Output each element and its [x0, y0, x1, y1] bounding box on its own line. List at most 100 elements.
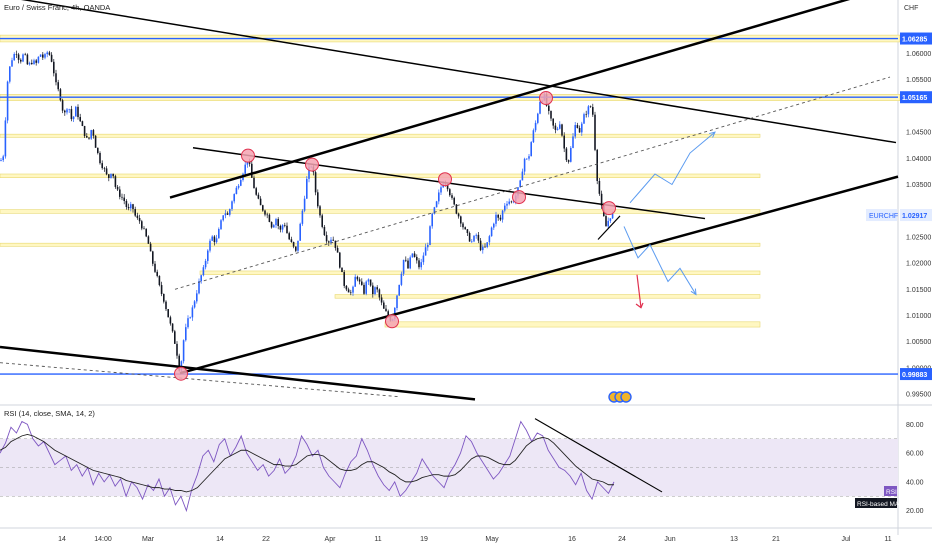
- rsi-tick-label: 60.00: [906, 451, 924, 458]
- price-tick-label: 1.04500: [906, 130, 931, 137]
- candle-body: [103, 168, 106, 169]
- candle-body: [204, 260, 207, 268]
- candle-body: [574, 125, 576, 137]
- candle-body: [449, 189, 451, 196]
- candle-body: [224, 213, 227, 216]
- candle-body: [504, 205, 506, 211]
- level-badge-low-text: 0.99883: [902, 372, 927, 379]
- candle-body: [422, 255, 425, 263]
- candle-body: [176, 343, 178, 356]
- candle-body: [537, 113, 539, 123]
- candle-body: [66, 109, 68, 113]
- candle-body: [336, 247, 339, 253]
- candle-body: [233, 194, 235, 202]
- candle-body: [61, 100, 64, 111]
- candle-body: [112, 173, 114, 177]
- candle-body: [589, 106, 592, 108]
- candle-body: [6, 81, 9, 121]
- candle-body: [92, 130, 95, 136]
- rsi-tick-label: 80.00: [906, 422, 924, 429]
- candle-body: [213, 236, 216, 243]
- candle-body: [200, 275, 202, 282]
- candle-body: [50, 54, 53, 62]
- candle-body: [466, 229, 469, 233]
- price-tick-label: 1.06000: [906, 51, 931, 58]
- time-tick-label: 21: [772, 536, 780, 543]
- candle-body: [248, 161, 251, 164]
- candle-body: [259, 198, 262, 206]
- candle-body: [26, 54, 29, 65]
- candle-body: [141, 221, 143, 229]
- candle-body: [409, 257, 411, 269]
- candle-body: [149, 243, 152, 252]
- candle-body: [563, 135, 565, 149]
- candle-body: [299, 223, 301, 241]
- supply-demand-zone: [0, 209, 761, 214]
- candle-body: [169, 317, 172, 324]
- rsi-pane: [0, 418, 898, 513]
- candle-body: [435, 201, 438, 208]
- candle-body: [270, 221, 273, 228]
- candle-body: [202, 267, 205, 276]
- candle-body: [11, 60, 13, 67]
- candle-body: [424, 247, 427, 256]
- candle-body: [380, 297, 383, 303]
- candle-body: [488, 236, 491, 243]
- rsi-tick-label: 20.00: [906, 508, 924, 515]
- candle-body: [4, 120, 7, 157]
- candle-body: [343, 272, 345, 286]
- candle-body: [460, 216, 462, 224]
- candle-body: [31, 62, 33, 65]
- candle-body: [429, 226, 431, 245]
- candle-body: [13, 54, 15, 61]
- supply-demand-zone: [199, 270, 761, 275]
- chart-title: Euro / Swiss Franc, 4h, OANDA: [4, 3, 110, 12]
- candle-body: [0, 160, 2, 161]
- red-down-arrow-head: [635, 302, 644, 309]
- candle-body: [222, 215, 224, 221]
- candle-body: [240, 180, 242, 186]
- candle-body: [306, 178, 308, 199]
- candle-body: [453, 197, 455, 205]
- candle-body: [207, 250, 209, 261]
- candle-body: [235, 187, 238, 195]
- candle-body: [273, 225, 275, 228]
- candle-body: [290, 239, 293, 242]
- candle-body: [376, 287, 378, 290]
- candle-body: [83, 125, 86, 137]
- candle-body: [440, 187, 442, 193]
- candle-body: [264, 210, 266, 215]
- candle-body: [385, 308, 387, 312]
- time-tick-label: 14: [216, 536, 224, 543]
- rsi-ma-line: [0, 433, 614, 493]
- rsi-tag-text: RSI: [886, 489, 897, 496]
- pivot-marker: [539, 91, 553, 106]
- candle-body: [433, 207, 436, 214]
- candle-body: [134, 209, 136, 216]
- candle-body: [528, 156, 530, 159]
- level-badge-high-text: 1.06285: [902, 37, 927, 44]
- price-badge-current: [900, 209, 932, 222]
- candle-body: [101, 163, 103, 169]
- candle-body: [490, 227, 493, 237]
- price-tick-label: 1.02500: [906, 234, 931, 241]
- rsi-tag: [884, 486, 897, 496]
- candle-body: [512, 201, 515, 203]
- candle-body: [160, 285, 163, 294]
- candle-body: [286, 225, 288, 234]
- symbol-tag-text: EURCHF: [869, 213, 898, 220]
- candle-body: [70, 109, 73, 120]
- candle-body: [592, 107, 594, 115]
- candle-body: [400, 273, 403, 285]
- projection-down-arrow: [623, 226, 697, 295]
- candle-body: [493, 223, 495, 228]
- candle-body: [506, 203, 508, 206]
- pivot-marker: [602, 201, 616, 216]
- candle-body: [455, 204, 458, 214]
- candle-body: [462, 223, 464, 228]
- candle-body: [405, 259, 407, 261]
- axis-layer: Euro / Swiss Franc, 4h, OANDA CHF RSI (1…: [4, 3, 931, 543]
- candle-body: [554, 125, 557, 130]
- candle-body: [125, 200, 128, 207]
